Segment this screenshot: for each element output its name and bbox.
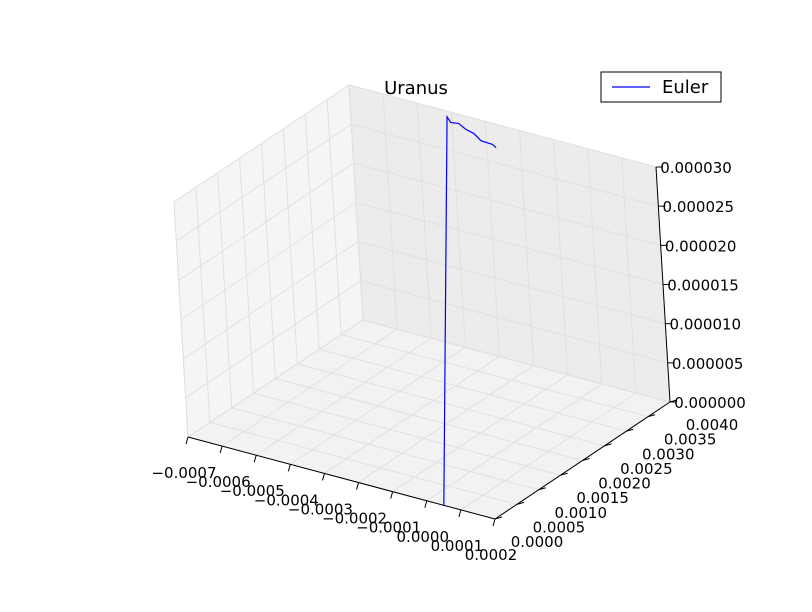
grid-line-z-back: [348, 84, 657, 168]
grid-line-y-floor: [275, 378, 583, 461]
grid-line-z-left: [176, 123, 352, 242]
x-tick-mark: [287, 464, 291, 472]
x-tick-mark: [458, 509, 462, 518]
x-tick-mark: [492, 518, 496, 527]
x-tick-label: 0.0000: [397, 528, 450, 546]
grid-line-z-left: [173, 84, 350, 203]
y-tick-mark: [538, 487, 546, 491]
x-tick-label: −0.0002: [322, 510, 387, 528]
grid-line-z-left: [178, 162, 354, 281]
y-tick-label: 0.0040: [686, 416, 739, 434]
z-tick-label: 0.000020: [665, 237, 737, 255]
x-tick-label: −0.0005: [220, 482, 285, 500]
y-tick-label: 0.0010: [555, 504, 608, 522]
axes-grid: [173, 84, 671, 520]
grid-line-y-floor: [340, 334, 649, 418]
x-tick-mark: [253, 455, 257, 463]
x-tick-label: 0.0002: [465, 546, 518, 564]
x-tick-mark: [390, 491, 394, 499]
grid-line-z-back: [360, 280, 668, 364]
z-tick-label: 0.000010: [670, 316, 742, 334]
y-tick-mark: [560, 472, 568, 476]
grid-line-z-back: [358, 241, 666, 325]
y-tick-label: 0.0030: [642, 445, 695, 463]
y-tick-mark: [647, 414, 656, 418]
y-tick-mark: [626, 428, 634, 432]
x-tick-label: 0.0001: [431, 537, 484, 555]
grid-line-z-left: [183, 241, 359, 360]
x-tick-label: −0.0003: [288, 500, 353, 518]
x-tick-mark: [321, 473, 325, 481]
grid-line-z-left: [180, 202, 357, 320]
y-tick-label: 0.0035: [664, 431, 717, 449]
z-tick-label: 0.000030: [660, 159, 732, 177]
y-tick-mark: [604, 443, 612, 447]
x-tick-mark: [219, 445, 223, 454]
series-layer: [443, 114, 497, 506]
grid-line-z-back: [353, 162, 661, 246]
axis-ticks: −0.0007−0.0006−0.0005−0.0004−0.0003−0.00…: [151, 159, 745, 564]
z-tick-label: 0.000005: [672, 355, 744, 373]
series-line-euler: [443, 114, 497, 506]
z-tick-label: 0.000025: [663, 198, 735, 216]
y-tick-label: 0.0025: [620, 460, 673, 478]
x-tick-label: −0.0006: [186, 473, 251, 491]
x-tick-mark: [424, 500, 428, 508]
y-tick-mark: [516, 501, 525, 505]
x-tick-label: −0.0007: [151, 464, 216, 482]
grid-line-y-floor: [297, 363, 605, 447]
z-tick-label: 0.000000: [674, 394, 746, 412]
x-tick-label: −0.0004: [254, 491, 319, 509]
x-tick-label: −0.0001: [356, 519, 421, 537]
legend: Euler: [600, 71, 722, 103]
z-tick-label: 0.000015: [667, 277, 739, 295]
grid-line-y-floor: [231, 407, 539, 491]
x-tick-mark: [185, 436, 189, 445]
y-tick-mark: [494, 516, 503, 520]
grid-line-z-left: [185, 280, 361, 399]
grid-line-z-back: [351, 123, 659, 207]
y-tick-mark: [582, 458, 590, 461]
chart-title: Uranus: [384, 78, 448, 99]
grid-line-z-back: [362, 319, 671, 403]
grid-line-z-back: [355, 202, 664, 285]
y-tick-label: 0.0015: [576, 489, 629, 507]
y-tick-label: 0.0000: [511, 533, 564, 551]
y-tick-label: 0.0005: [533, 518, 586, 536]
grid-line-z-left: [187, 319, 364, 438]
x-tick-mark: [356, 482, 360, 490]
legend-label-euler: Euler: [662, 77, 709, 98]
grid-line-y-floor: [209, 421, 518, 505]
y-tick-label: 0.0020: [598, 475, 651, 493]
grid-line-y-floor: [319, 348, 627, 432]
grid-line-y-floor: [253, 392, 561, 476]
